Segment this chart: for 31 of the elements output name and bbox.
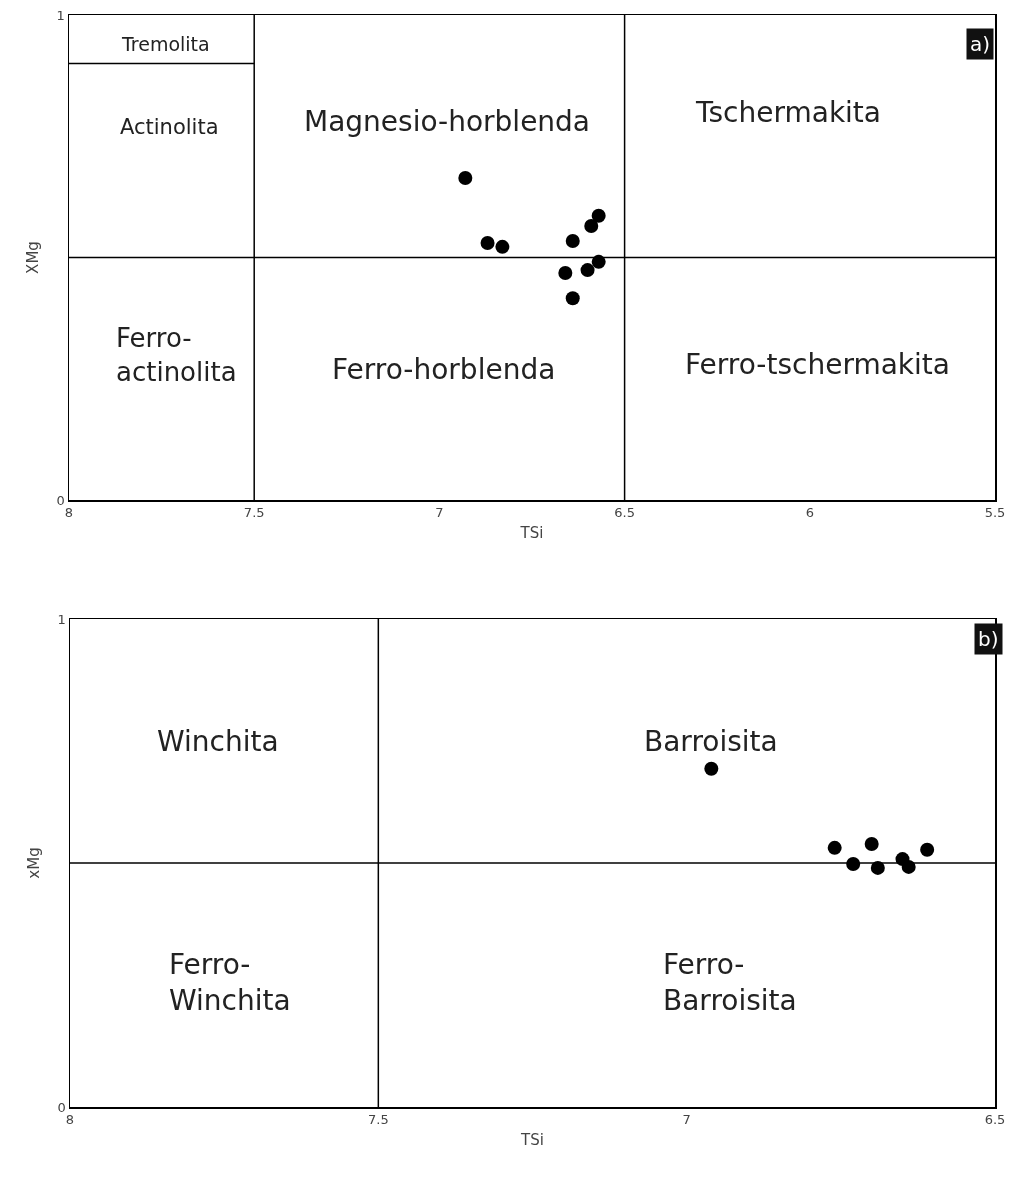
x-tick-label: 6.5 xyxy=(984,1112,1006,1128)
y-tick-label: 1 xyxy=(56,7,65,23)
annotation: Barroisita xyxy=(644,725,778,758)
annotation: Ferro- Winchita xyxy=(169,948,291,1018)
annotation: Tschermakita xyxy=(695,96,882,129)
y-axis-title: xMg xyxy=(25,847,44,879)
x-axis-title: TSi xyxy=(520,1130,544,1149)
x-tick-label: 7.5 xyxy=(367,1112,389,1128)
annotation: Magnesio-horblenda xyxy=(304,105,591,138)
annotation: Winchita xyxy=(157,725,279,758)
x-tick-label: 5.5 xyxy=(984,505,1006,521)
annotation: Ferro- actinolita xyxy=(116,323,237,387)
y-axis-title: XMg xyxy=(24,241,43,274)
x-tick-label: 7 xyxy=(435,505,444,521)
x-tick-label: 8 xyxy=(65,1112,75,1128)
x-axis-title: TSi xyxy=(519,523,544,542)
x-tick-label: 7 xyxy=(682,1112,691,1128)
x-tick-label: 8 xyxy=(64,505,74,521)
y-tick-label: 0 xyxy=(57,1099,66,1115)
annotation: Ferro- Barroisita xyxy=(663,948,797,1018)
annotation: Tremolita xyxy=(121,33,210,55)
annotation: Ferro-horblenda xyxy=(332,353,556,386)
annotation: a) xyxy=(970,32,991,56)
annotation: Actinolita xyxy=(120,115,219,139)
x-tick-label: 6 xyxy=(805,505,814,521)
y-tick-label: 1 xyxy=(57,611,66,627)
y-tick-label: 0 xyxy=(56,492,65,508)
x-tick-label: 7.5 xyxy=(243,505,265,521)
annotation: b) xyxy=(978,627,999,651)
x-tick-label: 6.5 xyxy=(614,505,635,521)
annotation: Ferro-tschermakita xyxy=(685,348,950,381)
